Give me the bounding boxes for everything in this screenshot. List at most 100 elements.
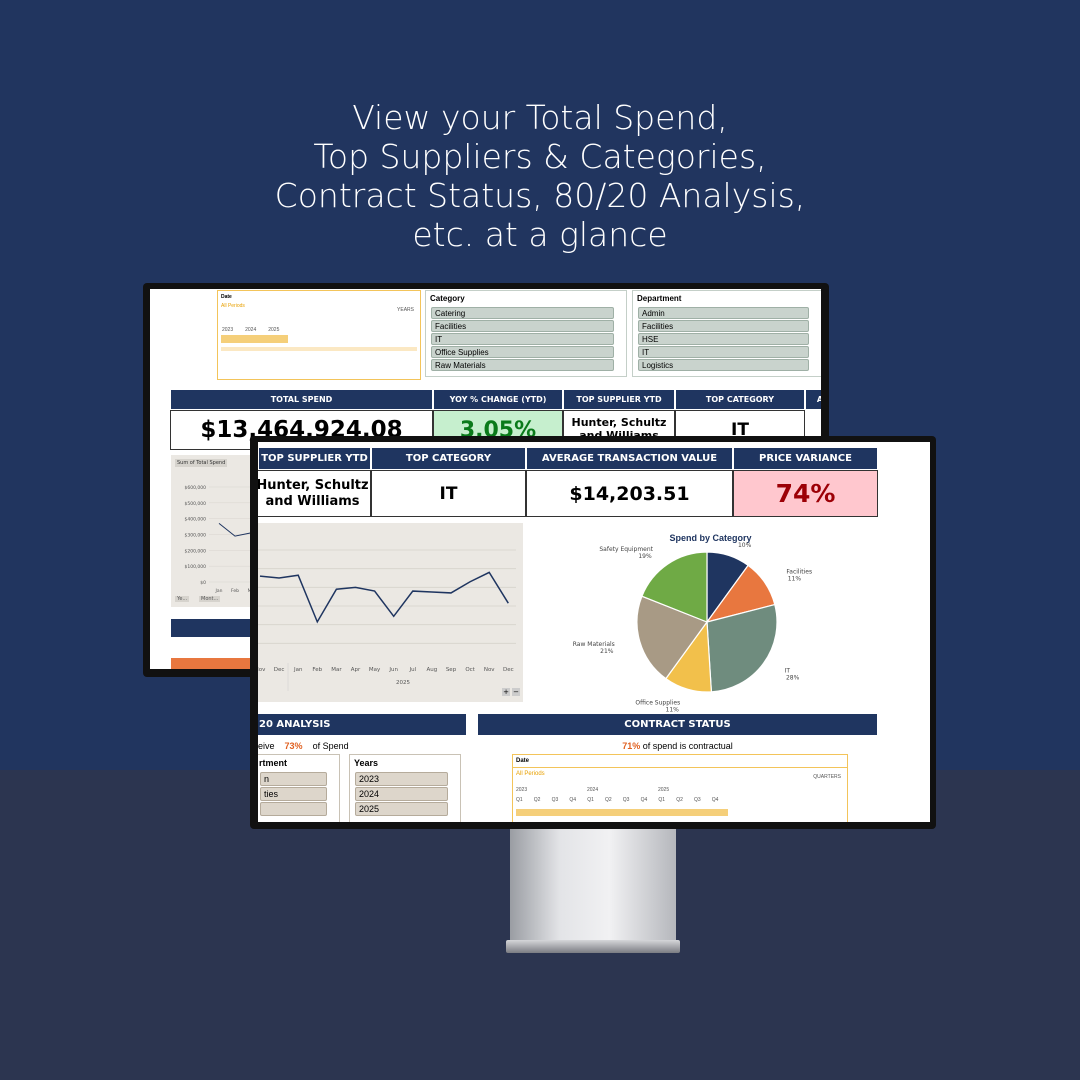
monitor-stand bbox=[510, 829, 676, 944]
headline-line: Top Suppliers & Categories, bbox=[313, 137, 767, 176]
level-dropdown[interactable]: YEARS bbox=[397, 307, 414, 313]
analysis-text: eive 73% of Spend bbox=[258, 741, 349, 751]
kpi-header: AVERAGE TRANSACTION VALUE bbox=[526, 447, 733, 470]
year: 2025 bbox=[268, 327, 280, 333]
slicer-item[interactable] bbox=[260, 802, 327, 816]
field-button[interactable]: Sum of Total Spend bbox=[175, 459, 228, 467]
y-tick-label: $300,000 bbox=[185, 533, 207, 539]
kpi-header: TOTAL SPEND bbox=[170, 389, 433, 410]
x-tick-label: Jan bbox=[293, 667, 303, 673]
x-tick-label: Feb bbox=[231, 588, 239, 594]
department-slicer: Department Admin Facilities HSE IT Logis… bbox=[632, 290, 821, 377]
x-tick-label: Oct bbox=[465, 667, 475, 673]
slicer-item[interactable]: Facilities bbox=[431, 320, 614, 332]
quarter[interactable]: Q2 bbox=[605, 797, 612, 803]
slicer-item[interactable]: HSE bbox=[638, 333, 809, 345]
headline: View your Total Spend, Top Suppliers & C… bbox=[0, 98, 1080, 254]
quarter[interactable]: Q3 bbox=[622, 797, 630, 803]
pie-percent: 19% bbox=[638, 553, 652, 560]
category-slicer: Category Catering Facilities IT Office S… bbox=[425, 290, 627, 377]
quarters-date-slicer[interactable]: Date All Periods QUARTERS 2023 2024 2025 Q1… bbox=[512, 754, 848, 822]
y-tick-label: $500,000 bbox=[185, 501, 207, 507]
year: 2023 bbox=[222, 327, 234, 333]
quarter[interactable]: Q2 bbox=[533, 797, 541, 803]
x-tick-label: Aug bbox=[427, 667, 438, 673]
level-dropdown[interactable]: QUARTERS bbox=[813, 774, 841, 780]
pie-label: Safety Equipment bbox=[599, 546, 653, 553]
kpi-header: TOP CATEGORY bbox=[371, 447, 526, 470]
quarter[interactable]: Q1 bbox=[516, 797, 523, 803]
slicer-item[interactable]: Catering bbox=[431, 307, 614, 319]
quarter[interactable]: Q4 bbox=[640, 797, 648, 803]
y-tick-label: $400,000 bbox=[185, 517, 207, 523]
expand-icon[interactable]: + bbox=[502, 688, 510, 696]
x-tick-label: Mar bbox=[331, 667, 342, 673]
spend-line-chart: Nov Dec Jan Feb Mar Apr May Jun Jul Aug Sep Oct Nov D… bbox=[258, 523, 523, 702]
year: 2025 bbox=[658, 787, 670, 793]
x-tick-label: Jan bbox=[215, 588, 223, 594]
month-filter-button[interactable]: Mont... bbox=[199, 596, 221, 602]
x-tick-label: May bbox=[369, 667, 381, 673]
front-monitor: TOP SUPPLIER YTD TOP CATEGORY AVERAGE TR… bbox=[250, 436, 936, 829]
quarter[interactable]: Q3 bbox=[551, 797, 559, 803]
year: 2024 bbox=[245, 327, 257, 333]
x-tick-label: Nov bbox=[484, 667, 495, 673]
pie-percent: 28% bbox=[786, 675, 800, 682]
slicer-item[interactable]: Facilities bbox=[638, 320, 809, 332]
slicer-item[interactable]: 2024 bbox=[355, 787, 448, 801]
all-periods[interactable]: All Periods bbox=[221, 303, 245, 309]
text: of spend is contractual bbox=[642, 741, 733, 751]
pie-slice-it bbox=[706, 603, 778, 693]
x-tick-label: Apr bbox=[351, 667, 361, 673]
date-slicer[interactable]: Date All Periods YEARS 2023 2024 2025 bbox=[217, 290, 421, 380]
slicer-item[interactable]: ties bbox=[260, 787, 327, 801]
slicer-item[interactable]: IT bbox=[431, 333, 614, 345]
slicer-title: Department bbox=[637, 294, 682, 303]
slicer-title: Category bbox=[430, 294, 465, 303]
slicer-title: rtment bbox=[259, 758, 288, 768]
collapse-icon[interactable]: − bbox=[512, 688, 520, 696]
pie-slice-safety-equipment bbox=[641, 551, 708, 623]
timeline-scrollbar[interactable] bbox=[221, 347, 417, 351]
kpi-header: YOY % CHANGE (YTD) bbox=[433, 389, 563, 410]
slicer-title: Date bbox=[221, 294, 232, 300]
headline-line: etc. at a glance bbox=[412, 215, 668, 254]
slicer-item[interactable]: Admin bbox=[638, 307, 809, 319]
quarter[interactable]: Q1 bbox=[658, 797, 666, 803]
quarter[interactable]: Q3 bbox=[694, 797, 701, 803]
slicer-item[interactable]: 2025 bbox=[355, 802, 448, 816]
years-slicer: Years 2023 2024 2025 bbox=[349, 754, 461, 822]
slicer-item[interactable]: Office Supplies bbox=[431, 346, 614, 358]
x-tick-label: Jun bbox=[388, 667, 398, 673]
analysis-percent: 73% bbox=[284, 741, 303, 751]
kpi-header: A bbox=[805, 389, 821, 410]
kpi-header: PRICE VARIANCE bbox=[733, 447, 878, 470]
y-tick-label: $100,000 bbox=[185, 564, 207, 570]
quarter[interactable]: Q1 bbox=[587, 797, 594, 803]
year-filter-button[interactable]: Ye... bbox=[175, 596, 190, 602]
headline-line: Contract Status, 80/20 Analysis, bbox=[274, 176, 806, 215]
slicer-item[interactable]: Logistics bbox=[638, 359, 809, 371]
year: 2023 bbox=[516, 787, 528, 793]
spend-line bbox=[259, 571, 509, 624]
year-label: 2025 bbox=[396, 680, 410, 686]
slicer-item[interactable]: n bbox=[260, 772, 327, 786]
pie-slice-raw-materials bbox=[636, 595, 708, 680]
quarter[interactable]: Q4 bbox=[569, 797, 577, 803]
front-screen: TOP SUPPLIER YTD TOP CATEGORY AVERAGE TR… bbox=[258, 442, 930, 822]
timeline-bar[interactable] bbox=[221, 335, 288, 343]
contract-text: 71% of spend is contractual bbox=[477, 741, 878, 751]
text: eive bbox=[258, 741, 275, 751]
kpi-header: TOP SUPPLIER YTD bbox=[258, 447, 371, 470]
quarter[interactable]: Q2 bbox=[676, 797, 683, 803]
slicer-item[interactable]: IT bbox=[638, 346, 809, 358]
slicer-item[interactable]: Raw Materials bbox=[431, 359, 614, 371]
pie-title: Spend by Category bbox=[669, 533, 752, 543]
quarter[interactable]: Q4 bbox=[711, 797, 719, 803]
timeline-bar[interactable] bbox=[516, 809, 728, 816]
pie-label: IT bbox=[785, 668, 791, 675]
y-tick-label: $200,000 bbox=[185, 548, 207, 554]
slicer-item[interactable]: 2023 bbox=[355, 772, 448, 786]
all-periods[interactable]: All Periods bbox=[516, 771, 545, 777]
department-slicer: rtment n ties bbox=[258, 754, 340, 822]
